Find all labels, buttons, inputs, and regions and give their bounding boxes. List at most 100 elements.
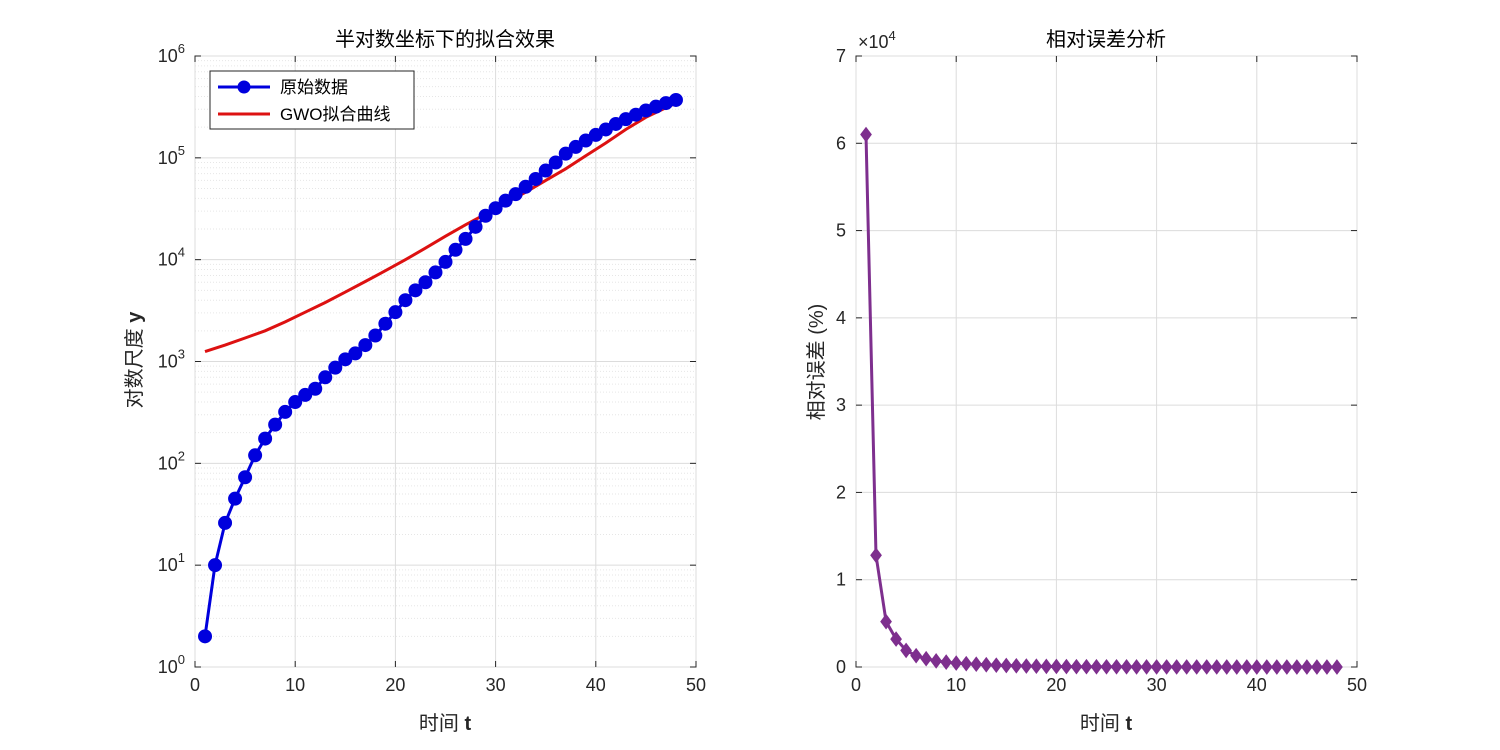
chart1-title: 半对数坐标下的拟合效果 bbox=[335, 28, 555, 51]
relative-error-chart: 0 1 2 3 4 5 6 7 0 10 20 30 40 50 相对误差分析 时间 t 相对误差 (%)… bbox=[805, 28, 1367, 735]
original-data-point bbox=[308, 381, 323, 396]
chart1-y-tick-label: 102 bbox=[158, 448, 185, 473]
chart1-series bbox=[198, 92, 683, 644]
original-data-point bbox=[668, 92, 683, 107]
chart1-x-tick-label: 50 bbox=[686, 675, 706, 695]
relative-error-point bbox=[890, 631, 902, 647]
chart2-y-tick-label: 3 bbox=[836, 395, 846, 415]
original-data-point bbox=[528, 171, 543, 186]
relative-error-point bbox=[1160, 659, 1173, 675]
chart1-x-axis-label: 时间 t bbox=[419, 712, 472, 735]
chart1-x-tick-label: 40 bbox=[586, 675, 606, 695]
chart2-y-tick-label: 0 bbox=[836, 657, 846, 677]
original-data-point bbox=[498, 193, 513, 208]
chart1-x-tick-label: 0 bbox=[190, 675, 200, 695]
relative-error-point bbox=[870, 547, 882, 564]
chart2-x-tick-label: 20 bbox=[1046, 675, 1066, 695]
original-data-point bbox=[248, 448, 263, 463]
relative-error-point bbox=[960, 655, 973, 672]
relative-error-point bbox=[1080, 658, 1093, 675]
original-data-point bbox=[278, 404, 293, 419]
chart1-y-tick-label: 100 bbox=[158, 652, 185, 677]
relative-error-point bbox=[1110, 658, 1123, 675]
relative-error-point bbox=[1070, 658, 1083, 675]
relative-error-point bbox=[1000, 657, 1013, 674]
relative-error-point bbox=[1250, 659, 1263, 675]
chart1-y-axis-label: 对数尺度 y bbox=[123, 311, 146, 409]
chart1-y-tick-label: 101 bbox=[158, 550, 185, 575]
chart2-grid bbox=[855, 55, 1358, 668]
original-data-point bbox=[478, 208, 493, 223]
relative-error-point bbox=[1130, 659, 1143, 675]
relative-error-point bbox=[1150, 659, 1163, 675]
chart2-y-tick-label: 1 bbox=[836, 570, 846, 590]
chart2-x-tick-label: 0 bbox=[851, 675, 861, 695]
original-data-point bbox=[368, 328, 383, 343]
relative-error-point bbox=[860, 126, 872, 143]
chart2-ticks: 0 1 2 3 4 5 6 7 0 10 20 30 40 50 bbox=[836, 46, 1367, 695]
relative-error-point bbox=[920, 650, 933, 667]
relative-error-point bbox=[1060, 658, 1073, 675]
chart1-y-tick-label: 104 bbox=[158, 245, 185, 270]
original-data-point bbox=[438, 254, 453, 269]
chart2-x-tick-label: 40 bbox=[1247, 675, 1267, 695]
relative-error-point bbox=[1230, 659, 1243, 675]
original-data-point bbox=[208, 558, 223, 573]
original-data-point bbox=[458, 231, 473, 246]
relative-error-point bbox=[1200, 659, 1213, 675]
gwo-fit-curve bbox=[204, 101, 677, 354]
chart2-y-tick-label: 4 bbox=[836, 308, 846, 328]
chart1-x-tick-label: 30 bbox=[486, 675, 506, 695]
relative-error-point bbox=[1180, 659, 1193, 675]
original-data-point bbox=[198, 629, 213, 644]
original-data-point bbox=[238, 470, 253, 485]
relative-error-point bbox=[900, 642, 912, 659]
original-data-point bbox=[558, 146, 573, 161]
relative-error-point bbox=[1280, 659, 1293, 675]
chart2-y-axis-label: 相对误差 (%) bbox=[805, 304, 828, 421]
relative-error-point bbox=[1020, 658, 1033, 674]
relative-error-point bbox=[1040, 658, 1053, 675]
chart1-ticks: 100 101 102 103 104 105 106 0 10 20 30 40 50 bbox=[158, 41, 706, 695]
original-data-point bbox=[428, 265, 443, 280]
relative-error-point bbox=[1331, 659, 1343, 675]
relative-error-point bbox=[1190, 659, 1203, 675]
relative-error-point bbox=[1311, 659, 1323, 675]
original-data-point bbox=[228, 491, 243, 506]
chart2-y-tick-label: 5 bbox=[836, 221, 846, 241]
chart2-x-tick-label: 30 bbox=[1147, 675, 1167, 695]
legend-label-original-data: 原始数据 bbox=[280, 78, 348, 97]
relative-error-point bbox=[1090, 658, 1103, 675]
original-data-point bbox=[348, 346, 363, 361]
chart1-y-tick-label: 106 bbox=[158, 41, 185, 66]
original-data-point bbox=[418, 275, 433, 290]
original-data-point bbox=[358, 338, 373, 353]
original-data-point bbox=[548, 155, 563, 170]
original-data-point bbox=[378, 316, 393, 331]
chart1-grid bbox=[194, 55, 697, 668]
original-data-point bbox=[468, 219, 483, 234]
relative-error-point bbox=[980, 656, 993, 673]
relative-error-point bbox=[910, 647, 922, 664]
original-data-point bbox=[518, 179, 533, 194]
chart2-y-tick-label: 7 bbox=[836, 46, 846, 66]
relative-error-point bbox=[930, 653, 943, 669]
original-data-point bbox=[398, 293, 413, 308]
original-data-point bbox=[388, 305, 403, 320]
legend-label-gwo-fit: GWO拟合曲线 bbox=[280, 105, 391, 124]
original-data-point bbox=[318, 370, 333, 385]
original-data-point bbox=[408, 283, 423, 298]
relative-error-point bbox=[1140, 659, 1153, 675]
original-data-point bbox=[448, 242, 463, 257]
relative-error-point bbox=[970, 656, 983, 673]
original-data-point bbox=[258, 431, 273, 446]
relative-error-point bbox=[940, 654, 953, 670]
relative-error-point bbox=[1270, 659, 1283, 675]
chart2-x-tick-label: 50 bbox=[1347, 675, 1367, 695]
chart2-y-multiplier: ×104 bbox=[858, 28, 896, 52]
chart1-y-tick-label: 105 bbox=[158, 143, 185, 168]
relative-error-point bbox=[1170, 659, 1183, 675]
chart2-x-tick-label: 10 bbox=[946, 675, 966, 695]
relative-error-point bbox=[1210, 659, 1223, 675]
